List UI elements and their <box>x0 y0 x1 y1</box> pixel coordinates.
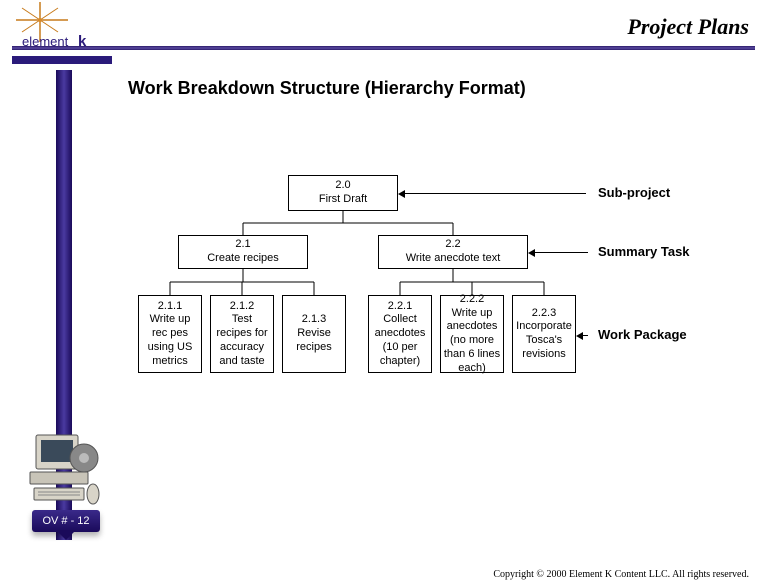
computer-icon <box>26 430 106 510</box>
wbs-node-n221: 2.2.1Collect anecdotes (10 per chapter) <box>368 295 432 373</box>
header-rule-short <box>12 56 112 64</box>
wbs-node-n213: 2.1.3Revise recipes <box>282 295 346 373</box>
wbs-diagram: 2.0First Draft 2.1Create recipes 2.2Write … <box>128 175 738 425</box>
wbs-node-n223: 2.2.3Incorporate Tosca's revisions <box>512 295 576 373</box>
wbs-node-n222: 2.2.2Write up anecdotes (no more than 6 … <box>440 295 504 373</box>
wbs-node-n21: 2.1Create recipes <box>178 235 308 269</box>
annotation-arrow <box>404 193 586 194</box>
left-column: OV # - 12 <box>12 70 112 540</box>
wbs-node-n22: 2.2Write anecdote text <box>378 235 528 269</box>
wbs-node-n211: 2.1.1Write up rec pes using US metrics <box>138 295 202 373</box>
header-rule-main <box>12 46 755 50</box>
annotation-label-summary_task: Summary Task <box>598 244 690 259</box>
annotation-arrow <box>582 335 588 336</box>
section-title: Work Breakdown Structure (Hierarchy Form… <box>128 78 526 99</box>
annotation-label-sub_project: Sub-project <box>598 185 670 200</box>
wbs-node-n20: 2.0First Draft <box>288 175 398 211</box>
copyright-text: Copyright © 2000 Element K Content LLC. … <box>493 569 749 580</box>
page-title: Project Plans <box>627 14 749 40</box>
element-k-logo: element k <box>10 2 120 52</box>
annotation-label-work_package: Work Package <box>598 327 687 342</box>
wbs-node-n212: 2.1.2Test recipes for accuracy and taste <box>210 295 274 373</box>
ov-badge: OV # - 12 <box>32 510 100 532</box>
annotation-arrow <box>534 252 588 253</box>
